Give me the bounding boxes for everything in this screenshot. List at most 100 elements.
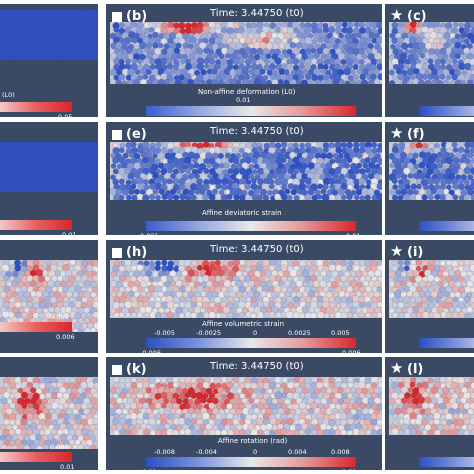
particle [130,428,137,435]
particle [234,279,243,288]
particle [271,424,279,431]
particle [458,168,465,175]
particle [191,260,198,267]
particle [184,194,192,200]
particle [166,193,174,200]
particle [9,177,17,185]
particle [418,161,426,169]
particle [275,275,282,282]
particle [398,392,405,400]
particle [283,69,290,76]
particle [215,27,221,34]
particle [440,275,447,282]
particle [322,146,330,154]
panel-middle-row3: (h) Time: 3.44750 (t0) Affine volumetric s… [106,240,382,353]
particle [421,418,429,426]
particle [238,403,245,410]
particle [263,429,271,435]
particle [277,270,284,277]
particle [332,173,339,180]
particle [427,296,435,303]
particle [376,419,382,426]
particle [413,424,419,431]
tick-label: 0.01 [346,232,360,235]
particle [469,417,474,425]
particle [42,269,49,276]
particle [251,392,258,399]
particle [463,166,472,175]
particle [148,26,155,33]
particle [278,42,285,49]
particle [298,63,305,70]
particle [121,188,129,196]
particle [110,308,116,314]
particle [133,280,140,287]
particle [340,402,348,410]
particle [35,433,42,441]
particle [284,188,291,195]
particle [223,279,232,288]
particle [268,63,276,71]
particle [173,296,180,304]
particle [293,286,299,293]
particle [286,63,293,70]
particle [272,172,279,180]
particle [440,183,446,190]
particle [47,279,55,288]
particle [83,279,91,287]
particle [268,264,275,271]
particle [182,290,189,298]
particle [69,296,75,303]
particle [229,424,236,431]
particle [154,377,161,384]
particle [172,429,180,435]
particle [244,156,252,165]
particle [122,152,129,159]
particle [118,194,125,200]
particle [346,265,353,272]
particle [183,156,192,165]
particle [281,286,288,293]
particle [140,387,147,394]
particle [128,188,135,196]
particle [110,397,117,405]
particle [56,178,64,186]
particle [130,36,138,44]
particle [453,69,461,77]
tick-label: 0.01 [342,468,356,470]
particle [418,424,426,431]
particle [400,42,409,50]
particle [175,270,182,277]
particle [196,403,203,410]
particle [183,260,192,267]
particle [376,403,382,411]
particle [2,35,9,42]
particle [463,402,471,410]
particle [333,306,339,313]
particle [202,429,209,435]
panel-label: (f) [407,127,425,142]
particle [428,301,435,308]
particle [298,74,305,80]
particle [371,142,378,148]
particle [422,58,428,64]
particle [214,22,221,29]
particle [166,264,174,272]
star-icon: ★ [390,242,404,260]
particle [172,382,179,388]
particle [425,54,432,61]
particle [364,265,371,272]
particle [65,444,72,449]
particle [325,306,334,314]
particle-field [389,260,474,318]
tick-label: 0.05 [58,113,73,117]
particle [133,291,140,298]
particle [130,142,137,148]
particle [68,382,75,389]
colorbar-left [0,452,72,462]
particle [466,79,474,84]
particle [26,45,34,53]
particle [364,275,371,282]
particle [376,63,382,71]
particle [81,147,88,153]
